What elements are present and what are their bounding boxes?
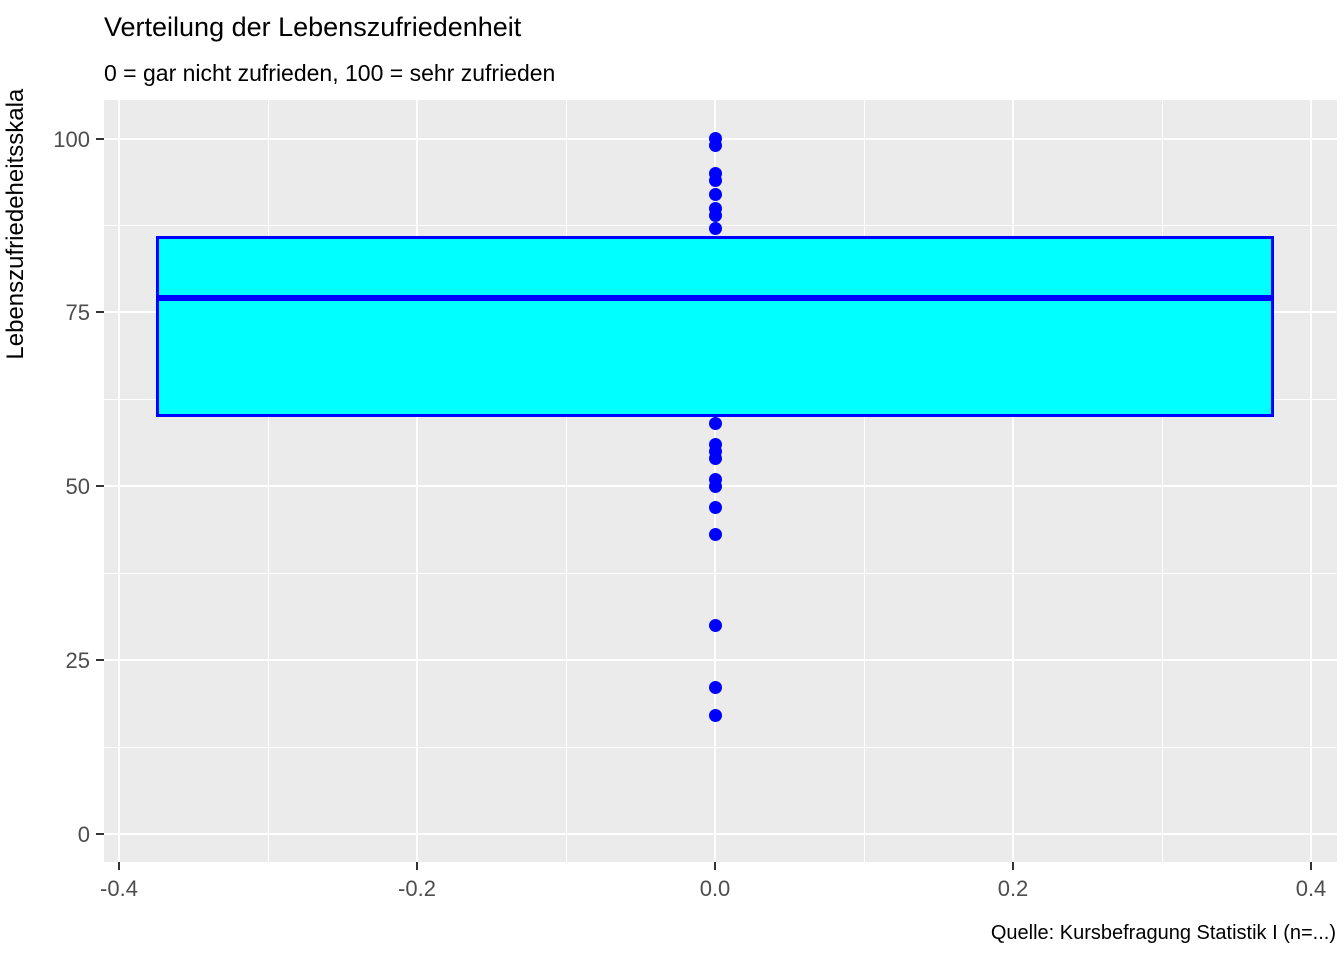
data-point bbox=[708, 618, 722, 632]
x-major-gridline bbox=[1012, 100, 1014, 862]
y-minor-gridline bbox=[104, 572, 1337, 574]
x-tick-label: 0.2 bbox=[997, 876, 1029, 901]
boxplot-median-line bbox=[156, 295, 1274, 302]
data-point bbox=[708, 500, 722, 514]
y-minor-gridline bbox=[104, 746, 1337, 748]
data-point bbox=[708, 709, 722, 723]
boxplot-iqr-box bbox=[156, 235, 1274, 417]
data-point bbox=[708, 173, 722, 187]
x-tick-label: -0.4 bbox=[100, 876, 138, 901]
y-tick-label: 75 bbox=[65, 300, 90, 326]
y-axis-title: Lebenszufriedeheitsskala bbox=[2, 88, 29, 360]
x-tick-label: 0.0 bbox=[699, 876, 731, 901]
x-minor-gridline bbox=[1161, 100, 1163, 862]
x-tick-mark bbox=[1310, 862, 1312, 870]
x-major-gridline bbox=[1310, 100, 1312, 862]
y-major-gridline bbox=[104, 659, 1337, 662]
data-point bbox=[708, 479, 722, 493]
y-tick-label: 100 bbox=[53, 126, 90, 152]
data-point bbox=[708, 138, 722, 152]
y-tick-label: 0 bbox=[77, 822, 90, 847]
y-tick-mark bbox=[96, 485, 104, 488]
x-major-gridline bbox=[118, 100, 120, 862]
chart-caption: Quelle: Kursbefragung Statistik I (n=...… bbox=[990, 922, 1336, 944]
x-major-gridline bbox=[416, 100, 418, 862]
data-point bbox=[708, 187, 722, 201]
y-tick-mark bbox=[96, 659, 104, 662]
x-tick-mark bbox=[118, 862, 120, 870]
x-tick-mark bbox=[416, 862, 418, 870]
x-minor-gridline bbox=[267, 100, 269, 862]
y-tick-label: 25 bbox=[65, 648, 90, 674]
y-major-gridline bbox=[104, 833, 1337, 835]
x-tick-mark bbox=[714, 862, 716, 870]
plot-panel bbox=[104, 100, 1337, 862]
y-tick-mark bbox=[96, 137, 104, 140]
data-point bbox=[708, 681, 722, 695]
data-point bbox=[708, 222, 722, 236]
x-tick-label: 0.4 bbox=[1295, 876, 1327, 901]
chart-title: Verteilung der Lebenszufriedenheit bbox=[104, 12, 522, 42]
data-point bbox=[708, 451, 722, 465]
data-point bbox=[708, 528, 722, 542]
data-point bbox=[708, 417, 722, 431]
y-tick-label: 50 bbox=[65, 474, 90, 500]
x-minor-gridline bbox=[565, 100, 567, 862]
data-point bbox=[708, 208, 722, 222]
y-tick-mark bbox=[96, 311, 104, 314]
chart-subtitle: 0 = gar nicht zufrieden, 100 = sehr zufr… bbox=[104, 60, 556, 86]
x-minor-gridline bbox=[863, 100, 865, 862]
x-tick-label: -0.2 bbox=[398, 876, 436, 901]
y-tick-mark bbox=[96, 833, 104, 835]
x-tick-mark bbox=[1012, 862, 1014, 870]
